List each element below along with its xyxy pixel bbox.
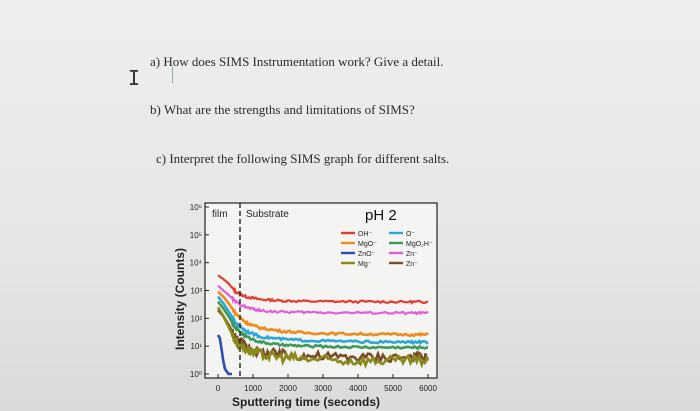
legend-label: ZnO⁻ xyxy=(358,251,376,258)
x-tick-label: 3000 xyxy=(314,384,332,393)
y-tick-label: 10⁰ xyxy=(190,370,202,379)
x-tick-label: 1000 xyxy=(244,384,262,393)
chart-legend: OH⁻ MgO⁻ ZnO⁻ Mg⁻ O⁻ MgO₂H⁻ Zn⁻ Zn⁻ xyxy=(341,231,433,268)
y-tick-label: 10¹ xyxy=(190,342,202,351)
legend-label: O⁻ xyxy=(406,231,415,238)
text-caret xyxy=(172,67,173,83)
legend-label: MgO⁻ xyxy=(358,241,377,248)
axis-layer: 0 1000 2000 3000 4000 5000 6000 10⁰ 10¹ 10² 10³ 10⁴… xyxy=(190,203,438,393)
series-line-4 xyxy=(217,295,429,346)
series-line-6 xyxy=(217,284,429,316)
legend-label: Zn⁻ xyxy=(406,261,418,268)
series-layer xyxy=(216,274,430,376)
x-tick-label: 2000 xyxy=(279,384,297,393)
x-tick-label: 0 xyxy=(216,384,221,393)
series-line-3 xyxy=(216,306,430,369)
x-tick-label: 4000 xyxy=(349,384,367,393)
x-tick-label: 6000 xyxy=(419,384,437,393)
chart-title: pH 2 xyxy=(365,207,397,224)
legend-label: MgO₂H⁻ xyxy=(406,241,433,248)
region-label-film: film xyxy=(212,209,228,220)
y-tick-label: 10² xyxy=(190,314,202,323)
region-label-substrate: Substrate xyxy=(246,209,289,220)
y-tick-label: 10⁵ xyxy=(190,231,202,240)
y-tick-label: 10⁶ xyxy=(190,203,202,212)
series-line-0 xyxy=(217,274,429,305)
question-b: b) What are the strengths and limitation… xyxy=(150,102,415,117)
y-axis-label: Intensity (Counts) xyxy=(173,248,187,350)
legend-label: Zn⁻ xyxy=(406,251,418,258)
y-tick-label: 10³ xyxy=(190,287,202,296)
text-cursor-icon: I xyxy=(128,66,141,90)
legend-label: OH⁻ xyxy=(358,231,373,238)
x-tick-label: 5000 xyxy=(384,384,402,393)
x-axis-label: Sputtering time (seconds) xyxy=(232,395,380,409)
question-c: c) Interpret the following SIMS graph fo… xyxy=(156,151,450,166)
series-line-5 xyxy=(216,300,428,350)
series-line-1 xyxy=(217,290,429,338)
question-a: a) How does SIMS Instrumentation work? G… xyxy=(150,54,444,69)
series-line-2 xyxy=(216,334,232,376)
legend-label: Mg⁻ xyxy=(358,261,372,268)
y-tick-label: 10⁴ xyxy=(190,259,203,268)
